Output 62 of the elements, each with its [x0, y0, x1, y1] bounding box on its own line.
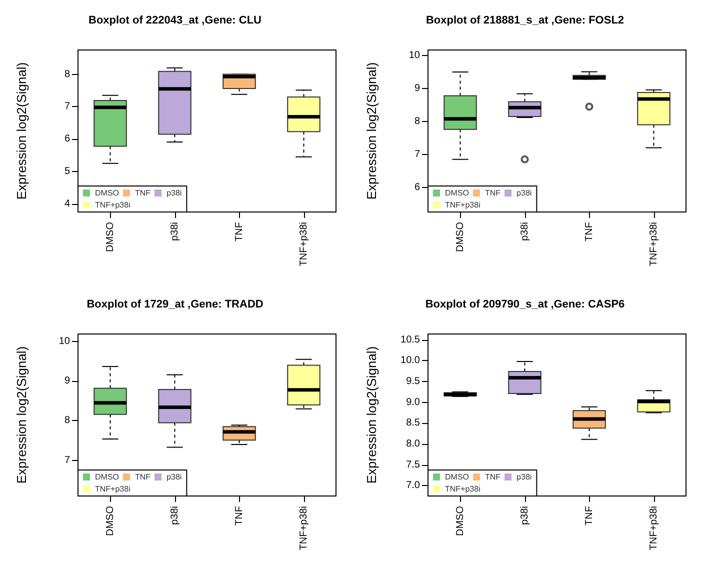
- y-tick-label: 8.0: [406, 438, 420, 450]
- y-tick-label: 7: [64, 101, 70, 112]
- y-tick-label: 8: [414, 116, 420, 127]
- x-tick-label: p38i: [169, 506, 180, 525]
- x-tick-label: DMSO: [454, 222, 466, 252]
- y-tick-label: 5: [64, 166, 70, 177]
- y-axis-title: Expression log2(Signal): [14, 62, 29, 200]
- legend-label: TNF+p38i: [95, 484, 131, 494]
- x-tick-label: TNF: [584, 506, 595, 526]
- y-axis-title: Expression log2(Signal): [14, 346, 29, 484]
- x-tick-label: TNF+p38i: [648, 506, 660, 550]
- y-tick-label: 8: [64, 68, 70, 80]
- x-tick-label: p38i: [169, 222, 180, 241]
- legend-label: TNF: [135, 188, 151, 198]
- y-tick-label: 10.0: [400, 355, 420, 366]
- x-tick-label: DMSO: [454, 506, 466, 536]
- legend-label: DMSO: [95, 188, 119, 198]
- x-tick-label: TNF+p38i: [298, 506, 310, 550]
- y-tick-label: 10: [408, 50, 420, 62]
- chart-title: Boxplot of 218881_s_at ,Gene: FOSL2: [426, 14, 624, 26]
- y-tick-label: 7: [414, 148, 420, 160]
- y-tick-label: 8: [64, 415, 70, 426]
- legend-label: DMSO: [445, 188, 469, 198]
- y-tick-label: 7: [64, 454, 70, 466]
- y-tick-label: 6: [64, 134, 70, 145]
- y-tick-label: 8.5: [406, 418, 420, 429]
- y-tick-label: 9.0: [406, 396, 420, 408]
- y-tick-label: 7.5: [406, 459, 420, 470]
- y-tick-label: 10.5: [400, 334, 420, 346]
- legend-label: TNF: [485, 472, 501, 482]
- chart-title: Boxplot of 209790_s_at ,Gene: CASP6: [425, 298, 625, 310]
- legend-label: TNF: [485, 188, 501, 198]
- legend-label: p38i: [516, 188, 532, 198]
- x-tick-label: DMSO: [104, 222, 116, 252]
- y-tick-label: 10: [58, 336, 70, 348]
- legend-label: p38i: [166, 188, 182, 198]
- x-tick-label: DMSO: [104, 506, 116, 536]
- y-tick-label: 9: [414, 83, 420, 94]
- legend-label: TNF+p38i: [445, 484, 481, 494]
- x-tick-label: TNF: [584, 222, 595, 242]
- legend-label: DMSO: [445, 472, 469, 482]
- x-tick-label: TNF+p38i: [298, 222, 310, 266]
- legend-label: p38i: [166, 472, 182, 482]
- legend-label: p38i: [516, 472, 532, 482]
- legend-label: DMSO: [95, 472, 119, 482]
- legend-label: TNF+p38i: [95, 200, 131, 210]
- y-axis-title: Expression log2(Signal): [364, 62, 379, 200]
- legend-label: TNF+p38i: [445, 200, 481, 210]
- y-tick-label: 9.5: [406, 376, 420, 387]
- y-tick-label: 7.0: [406, 480, 420, 492]
- chart-title: Boxplot of 1729_at ,Gene: TRADD: [86, 298, 264, 310]
- y-axis-title: Expression log2(Signal): [364, 346, 379, 484]
- y-tick-label: 9: [64, 376, 70, 387]
- y-tick-label: 4: [64, 198, 70, 210]
- x-tick-label: p38i: [519, 506, 530, 525]
- x-tick-label: p38i: [519, 222, 530, 241]
- x-tick-label: TNF: [234, 506, 245, 526]
- x-tick-label: TNF: [234, 222, 245, 242]
- legend-label: TNF: [135, 472, 151, 482]
- y-tick-label: 6: [414, 182, 420, 193]
- chart-title: Boxplot of 222043_at ,Gene: CLU: [88, 14, 262, 26]
- x-tick-label: TNF+p38i: [648, 222, 660, 266]
